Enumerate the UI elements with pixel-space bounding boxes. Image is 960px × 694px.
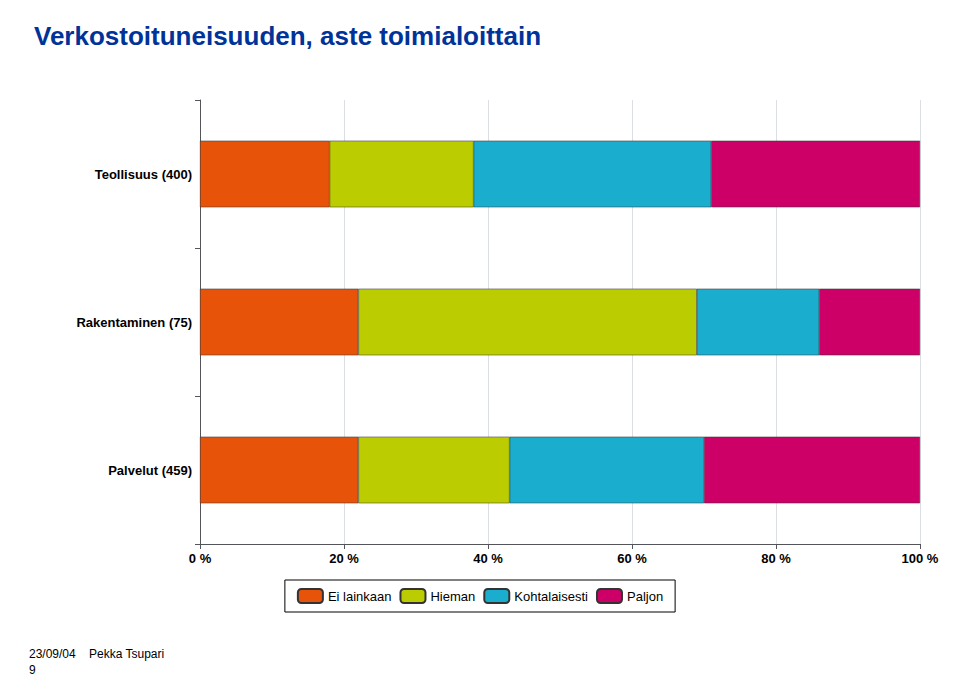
svg-text:100 %: 100 % (902, 551, 939, 566)
svg-text:Verkostoituneisuuden, aste toi: Verkostoituneisuuden, aste toimialoittai… (34, 21, 541, 51)
svg-text:Teollisuus (400): Teollisuus (400) (95, 167, 192, 182)
svg-text:Paljon: Paljon (627, 589, 663, 604)
svg-text:23/09/04 Pekka Tsupari: 23/09/04 Pekka Tsupari (29, 647, 164, 661)
svg-text:Palvelut (459): Palvelut (459) (108, 463, 192, 478)
svg-text:40 %: 40 % (473, 551, 503, 566)
svg-text:20 %: 20 % (329, 551, 359, 566)
svg-text:9: 9 (29, 663, 36, 677)
svg-text:Kohtalaisesti: Kohtalaisesti (514, 589, 588, 604)
svg-text:Hieman: Hieman (430, 589, 475, 604)
svg-text:Ei lainkaan: Ei lainkaan (328, 589, 392, 604)
svg-text:Rakentaminen (75): Rakentaminen (75) (76, 315, 192, 330)
svg-text:0 %: 0 % (189, 551, 212, 566)
svg-text:60 %: 60 % (617, 551, 647, 566)
svg-text:80 %: 80 % (761, 551, 791, 566)
